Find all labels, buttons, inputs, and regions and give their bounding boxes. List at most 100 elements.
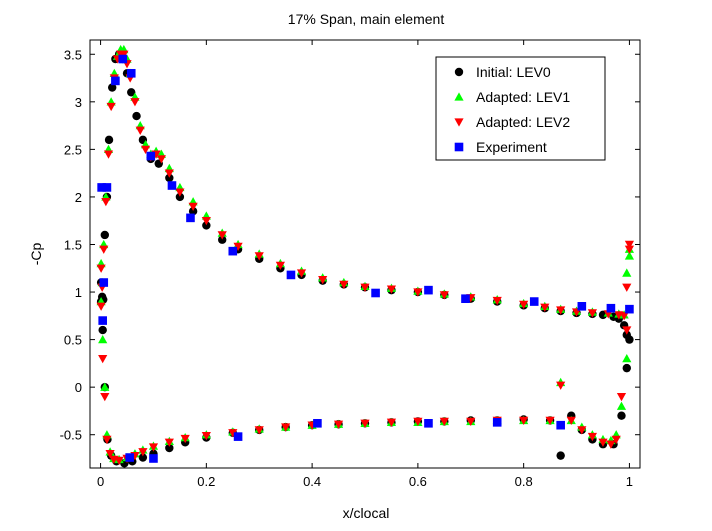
data-point [556,306,566,315]
data-point [108,83,117,92]
legend-marker [454,92,464,101]
series-2 [96,50,635,465]
data-point [114,456,124,465]
data-point [186,213,195,223]
data-point [616,392,627,402]
data-point [105,450,115,459]
data-point [439,417,449,426]
legend-label: Initial: LEV0 [476,64,551,80]
data-point [622,363,631,373]
data-point [228,429,238,438]
x-tick-label: 0.6 [409,474,427,489]
data-point [188,202,198,212]
data-point [118,54,128,64]
legend-label: Adapted: LEV1 [476,89,570,105]
x-tick-label: 1 [626,474,633,489]
legend-item: Adapted: LEV2 [454,114,570,130]
data-point [130,98,140,107]
data-point [164,169,174,178]
data-point [625,335,634,344]
y-axis: -0.5 0 0.5 1 1.5 2 2.5 3 3.5 [60,47,640,443]
data-point [624,245,635,254]
data-point [100,230,110,240]
data-point [286,270,296,280]
data-point [606,440,616,449]
data-point [111,76,120,86]
y-tick-label: 1 [75,285,82,300]
data-point [96,264,106,273]
data-point [126,68,136,78]
data-point [529,297,539,306]
data-point [140,145,151,154]
data-point [566,416,576,426]
data-point [622,354,632,363]
data-point [127,88,136,97]
data-point [577,302,587,311]
axes-frame [89,39,641,469]
data-point [619,312,629,321]
data-point [156,155,166,164]
data-point [625,304,634,314]
x-axis: 0 0.2 0.4 0.6 0.8 1 [97,40,633,489]
y-tick-label: 1.5 [64,237,82,252]
data-point [254,426,264,435]
data-point [201,431,211,441]
data-point [228,246,238,256]
data-point [622,283,632,292]
y-tick-label: 0 [75,380,82,395]
x-axis-label: x/clocal [343,505,390,521]
data-point [148,443,159,452]
legend-item: Initial: LEV0 [454,64,551,80]
data-point [218,235,227,244]
data-point [386,418,397,427]
data-point [175,188,185,197]
data-point [492,418,502,427]
x-tick-label: 0 [97,474,104,489]
data-point [202,221,211,230]
data-point [106,102,116,112]
data-point [624,251,635,260]
data-point [275,261,285,271]
data-point [233,242,243,251]
data-point [540,303,550,312]
data-point [98,335,108,344]
data-point [606,303,616,313]
x-tick-label: 0.4 [303,474,321,489]
x-tick-label: 0.8 [515,474,533,489]
data-point [360,419,370,428]
data-markers [96,44,635,468]
data-point [165,173,174,183]
data-point [556,420,565,430]
data-point [135,126,145,135]
legend-marker [454,67,464,77]
data-point [103,150,114,159]
data-point [164,438,174,447]
data-point [100,392,110,402]
data-point [624,240,635,250]
data-point [254,252,264,261]
data-point [577,426,587,435]
data-point [99,245,109,254]
data-point [167,181,177,190]
data-point [313,418,322,428]
data-point [360,283,370,292]
data-point [556,451,565,460]
data-point [98,325,107,335]
data-point [102,183,112,192]
data-point [611,435,621,445]
data-point [424,285,433,295]
data-point [598,438,608,447]
data-point [175,192,185,202]
data-point [461,294,470,304]
legend-box [435,56,606,161]
data-point [188,207,198,216]
y-axis-label: -Cp [28,243,44,266]
data-point [296,269,307,278]
y-tick-label: 2.5 [64,142,82,157]
legend-item: Experiment [454,139,547,155]
data-point [333,420,344,429]
y-tick-label: 0.5 [64,333,82,348]
data-point [622,268,632,277]
data-point [439,291,449,300]
